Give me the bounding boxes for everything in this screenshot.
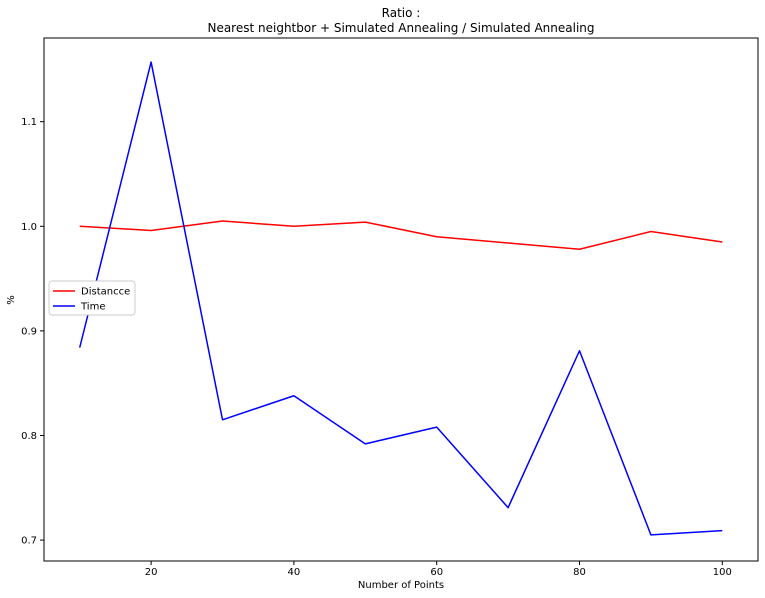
series-lines [78,61,723,536]
x-tick-label: 80 [573,567,586,578]
y-tick-label: 0.9 [21,326,37,337]
chart-title: Ratio : [382,6,421,20]
x-tick-label: 60 [430,567,443,578]
x-tick-label: 100 [713,567,732,578]
x-tick-label: 20 [145,567,158,578]
y-axis: 0.7 0.8 0.9 1.0 1.1 [21,117,44,547]
legend-label: Distancce [81,287,130,298]
series-line-distancce [79,220,723,251]
plot-area [43,37,759,562]
y-axis-label: % [6,295,17,305]
legend: Distancce Time [48,280,136,316]
chart-title-group: Ratio : Nearest neightbor + Simulated An… [207,6,594,35]
x-axis-label: Number of Points [358,580,444,591]
x-tick-label: 40 [288,567,301,578]
y-tick-label: 0.7 [21,536,37,547]
y-tick-label: 0.8 [21,431,37,442]
chart-subtitle: Nearest neightbor + Simulated Annealing … [207,21,594,35]
series-line-time [78,61,723,536]
x-axis: 20 40 60 80 100 [145,561,732,578]
y-tick-label: 1.1 [21,117,37,128]
y-tick-label: 1.0 [21,222,37,233]
legend-label: Time [80,302,105,313]
